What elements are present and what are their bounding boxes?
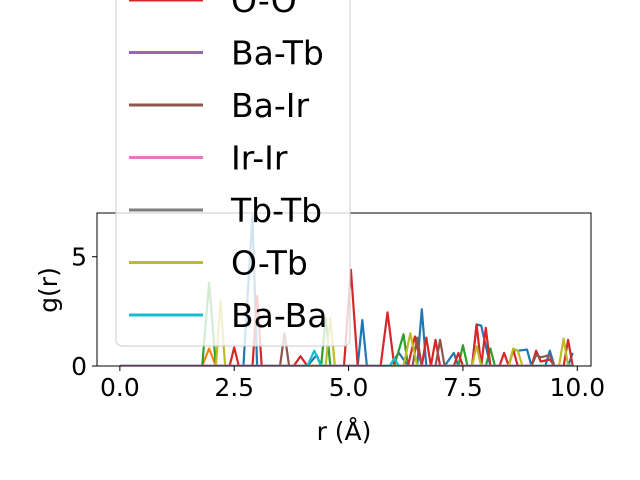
legend-label-ba-ir: Ba-Ir (231, 86, 310, 125)
y-tick-label: 5 (71, 243, 87, 272)
series-line-ba-ba (119, 349, 573, 366)
x-tick-label: 0.0 (100, 373, 140, 402)
legend-label-ba-ba: Ba-Ba (231, 296, 327, 335)
legend-label-o-tb: O-Tb (231, 244, 308, 283)
x-tick-label: 2.5 (214, 373, 254, 402)
series-line-ir-o (119, 347, 573, 366)
legend: O-O Ba-Tb Ba-Ir Ir-Ir Tb-Tb O-Tb Ba-Ba (115, 0, 351, 347)
legend-label-ir-ir: Ir-Ir (231, 139, 288, 178)
legend-label-ba-tb: Ba-Tb (231, 34, 324, 73)
legend-label-o-o: O-O (231, 0, 297, 20)
x-tick-label: 7.5 (443, 373, 483, 402)
x-tick-label: 5.0 (329, 373, 369, 402)
x-tick-label: 10.0 (549, 373, 605, 402)
legend-box (115, 0, 351, 347)
x-axis: 0.0 2.5 5.0 7.5 10.0 (100, 366, 605, 402)
series-line-ba-ir (119, 332, 573, 366)
y-axis: 05 (71, 243, 97, 381)
legend-label-tb-tb: Tb-Tb (230, 191, 322, 230)
y-axis-title: g(r) (34, 267, 63, 313)
x-axis-title: r (Å) (317, 417, 372, 446)
y-tick-label: 0 (71, 352, 87, 381)
